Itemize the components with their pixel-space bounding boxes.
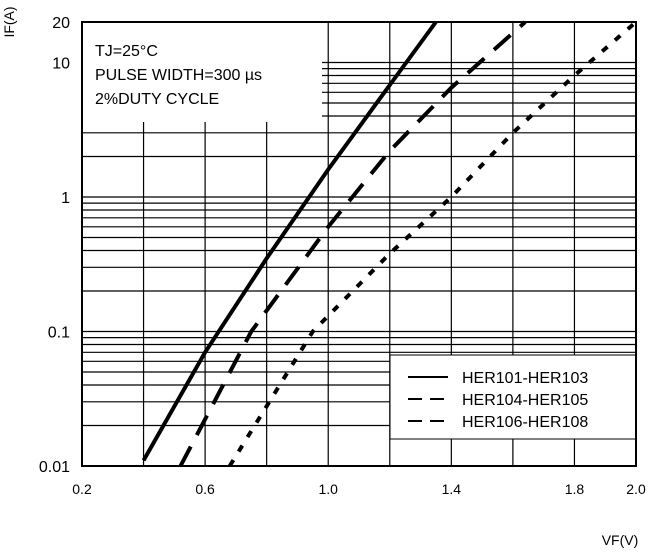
legend-label-3: HER106-HER108 <box>462 414 588 431</box>
tick-labels: 0.2 0.6 1.0 1.4 1.8 2.0 0.01 0.1 1 10 20 <box>39 15 646 497</box>
condition-annotation: TJ=25°C PULSE WIDTH=300 µs 2%DUTY CYCLE <box>82 22 322 122</box>
annotation-line-1: TJ=25°C <box>95 43 158 60</box>
y-axis-label: IF(A) <box>1 6 17 37</box>
legend-label-2: HER104-HER105 <box>462 392 588 409</box>
annotation-line-2: PULSE WIDTH=300 µs <box>95 67 262 84</box>
series-line-3 <box>227 20 638 468</box>
legend-label-1: HER101-HER103 <box>462 370 588 387</box>
x-axis-label: VF(V) <box>602 532 639 548</box>
grid-lines <box>82 22 636 466</box>
x-tick-label: 1.8 <box>565 481 585 497</box>
y-tick-label: 0.1 <box>48 324 70 341</box>
series-lines <box>141 20 638 468</box>
y-tick-label: 10 <box>52 55 70 72</box>
series-line-2 <box>178 20 527 467</box>
x-tick-label: 2.0 <box>626 481 646 497</box>
y-tick-label: 0.01 <box>39 459 70 476</box>
annotation-line-3: 2%DUTY CYCLE <box>95 91 219 108</box>
x-tick-label: 1.0 <box>318 481 338 497</box>
y-tick-label: 1 <box>61 190 70 207</box>
x-tick-label: 1.4 <box>442 481 462 497</box>
x-tick-label: 0.2 <box>72 481 92 497</box>
series-line-1 <box>141 20 438 462</box>
y-tick-label: 20 <box>52 15 70 32</box>
x-tick-label: 0.6 <box>195 481 215 497</box>
annotation-box <box>82 22 322 122</box>
legend: HER101-HER103 HER104-HER105 HER106-HER10… <box>389 354 637 440</box>
legend-box <box>389 354 637 440</box>
plot-frame <box>81 21 637 467</box>
